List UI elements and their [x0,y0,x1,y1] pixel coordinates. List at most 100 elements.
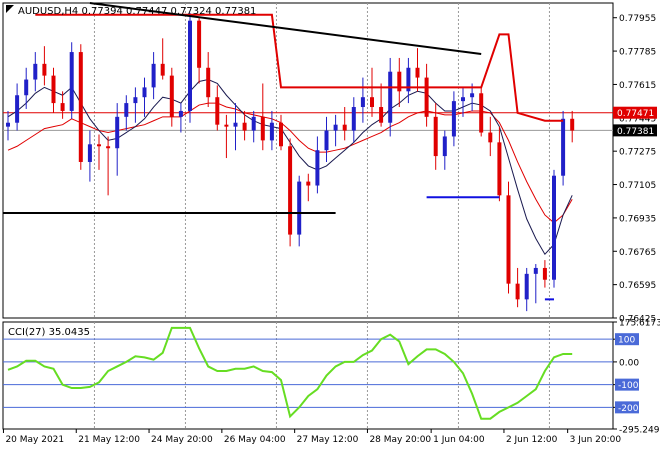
candle-body [42,63,47,76]
time-tick-label: 26 May 04:00 [224,435,286,445]
candle-body [488,132,493,143]
candle-body [169,75,174,117]
candle-body [6,122,10,127]
candle-body [224,124,229,127]
time-tick-label: 21 May 12:00 [78,435,140,445]
level-layer [3,112,613,131]
candle-body [69,52,74,111]
candle-body [251,116,256,131]
cci-level-tag-bg [615,401,639,414]
candle-body [151,63,156,88]
collapse-arrow-icon[interactable] [6,5,14,13]
time-tick-label: 3 Jun 20:00 [570,435,622,445]
cci-title: CCI(27) 35.0435 [8,327,90,338]
candle-body [87,144,92,162]
candle-body [451,101,456,137]
candle-body [297,181,302,235]
time-tick-label: 28 May 20:00 [369,435,431,445]
candle-body [288,146,293,235]
candle-body [552,175,556,280]
candle-body [78,52,83,162]
candle-body [333,124,338,131]
axis-layer: 0.77955 0.77785 0.77615 0.77445 0.77275 0.771… [2,14,660,445]
price-tick-label: 0.76425 [619,315,656,325]
candle-body [24,79,29,96]
time-tick-label: 1 Jun 04:00 [433,435,485,445]
candle-body [561,118,566,176]
cci-tick-label: 100 [618,336,635,346]
grid-layer [93,3,550,429]
candle-body [178,110,183,117]
candle-body [370,97,374,108]
price-tick-label: 0.77275 [619,148,656,158]
candle-body [542,267,547,280]
candle-body [497,142,502,196]
price-tick-label: 0.77615 [619,81,656,91]
candle-body [206,67,211,98]
cci-tick-label: -200 [618,404,639,414]
candle-body [306,181,311,186]
candle-body [188,20,192,111]
candle-body [242,122,247,131]
cci-level-tag-bg [615,333,639,346]
candle-body [133,97,138,104]
candle-body [15,95,20,123]
time-tick-label: 2 Jun 12:00 [506,435,558,445]
cci-tick-label: 175.6173 [619,319,660,329]
candle-body [215,97,220,125]
candle-body [424,77,429,117]
candle-body [506,195,511,284]
candle-layer [6,12,575,312]
channel-line [35,13,564,122]
candle-body [379,107,384,123]
price-tick-label: 0.77955 [619,14,656,24]
candle-body [106,146,111,149]
candle-body [433,116,438,157]
cci-line [7,326,573,420]
candle-body [461,97,465,102]
candle-body [342,124,347,131]
cci-tick-label: -295.2492 [619,426,660,436]
trend-line [89,2,482,56]
candle-body [33,63,38,80]
price-tick-label: 0.77785 [619,48,656,58]
candle-body [570,118,575,131]
candle-body [406,67,411,92]
candle-body [160,63,165,76]
price-tick-label: 0.76765 [619,248,656,258]
candle-body [269,122,274,141]
cci-level-tag-bg [615,378,639,391]
cci-tick-label: -100 [618,381,639,391]
candle-body [470,93,475,98]
price-tick-label: 0.77105 [619,181,656,191]
tag-layer: 0.77471 0.77381 [613,106,657,137]
candle-body [324,130,329,151]
candle-body [51,75,56,104]
candle-body [115,116,120,149]
candle-body [60,103,65,111]
candle-body [233,122,238,127]
candle-body [97,144,101,147]
candle-body [142,87,147,98]
slow-ma-line [7,102,573,224]
alert-price-tag-bg [613,106,657,119]
price-tick-label: 0.76595 [619,281,656,291]
candle-body [388,71,393,123]
current-price-tag-bg [613,124,657,137]
alert-price-tag: 0.77471 [617,109,654,119]
candle-body [351,107,356,131]
candle-body [260,116,265,141]
price-tick-label: 0.76935 [619,214,656,224]
cci-layer [3,326,613,420]
candle-body [479,93,484,133]
candle-body [197,20,202,68]
candle-body [442,136,447,157]
overlay-layer [3,2,564,301]
time-tick-label: 27 May 12:00 [297,435,359,445]
candle-body [515,283,520,300]
symbol-header: AUDUSD,H4 0.77394 0.77447 0.77324 0.7738… [18,6,256,17]
candle-body [279,122,283,147]
candle-body [124,103,129,117]
